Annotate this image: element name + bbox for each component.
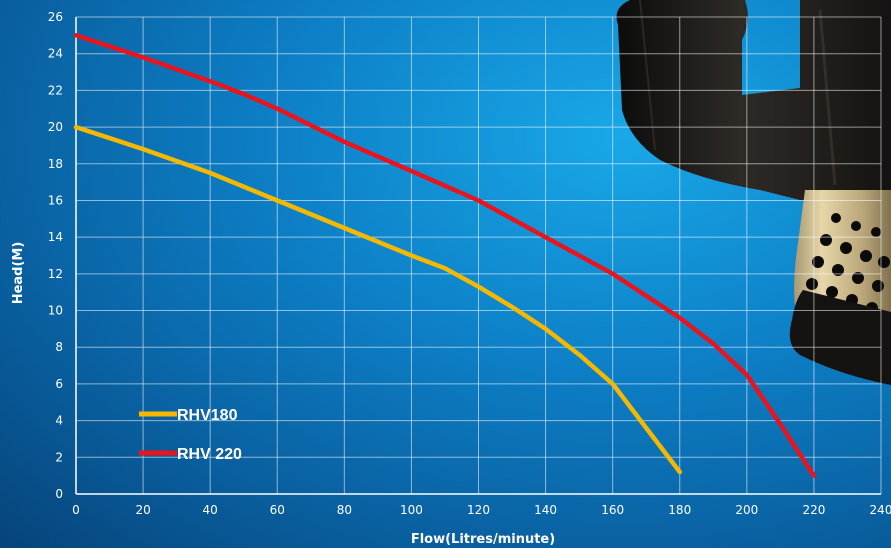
x-tick-label: 20 xyxy=(135,503,150,517)
y-tick-label: 10 xyxy=(48,304,63,318)
y-tick-label: 0 xyxy=(55,487,63,501)
y-tick-label: 4 xyxy=(55,414,63,428)
x-axis-label: Flow(Litres/minute) xyxy=(411,532,555,547)
y-tick-label: 24 xyxy=(48,47,63,61)
x-tick-label: 240 xyxy=(870,503,891,517)
y-tick-label: 6 xyxy=(55,377,63,391)
y-tick-label: 20 xyxy=(48,120,63,134)
x-tick-labels: 0 20 40 60 80 100 120 140 160 180 200 220 240 xyxy=(72,503,891,517)
x-tick-label: 60 xyxy=(270,503,285,517)
legend-label: RHV180 xyxy=(177,407,238,424)
legend: RHV180 RHV 220 xyxy=(139,407,242,463)
y-tick-label: 14 xyxy=(48,230,63,244)
series-line-rhv-220 xyxy=(73,33,817,478)
chart-axes xyxy=(75,17,881,495)
legend-label: RHV 220 xyxy=(177,446,242,463)
series-lines xyxy=(73,33,817,478)
y-tick-label: 2 xyxy=(55,450,63,464)
y-tick-label: 8 xyxy=(55,340,63,354)
y-axis-label: Head(M) xyxy=(11,242,26,305)
y-tick-label: 12 xyxy=(48,267,63,281)
x-tick-label: 100 xyxy=(400,503,423,517)
y-tick-label: 16 xyxy=(48,193,63,207)
x-tick-label: 160 xyxy=(601,503,624,517)
y-tick-label: 22 xyxy=(48,83,63,97)
x-tick-label: 220 xyxy=(802,503,825,517)
x-tick-label: 120 xyxy=(467,503,490,517)
pump-image xyxy=(616,0,891,385)
x-tick-label: 80 xyxy=(337,503,352,517)
x-tick-label: 200 xyxy=(735,503,758,517)
x-tick-label: 180 xyxy=(668,503,691,517)
x-tick-label: 0 xyxy=(72,503,80,517)
y-tick-label: 26 xyxy=(48,10,63,24)
x-tick-label: 40 xyxy=(203,503,218,517)
x-tick-label: 140 xyxy=(534,503,557,517)
series-line-rhv180 xyxy=(73,124,683,475)
y-tick-label: 18 xyxy=(48,157,63,171)
